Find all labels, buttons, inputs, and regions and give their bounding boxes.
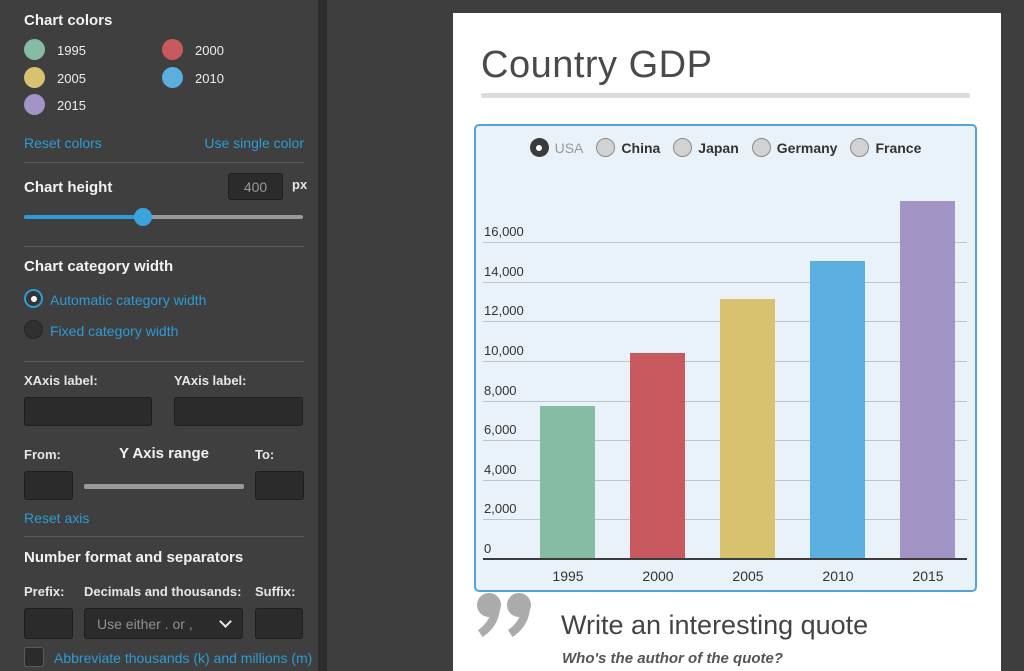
country-option-France[interactable]: France <box>850 138 921 157</box>
swatch-label: 2015 <box>57 98 86 113</box>
country-option-China[interactable]: China <box>596 138 660 157</box>
color-swatch-1995[interactable] <box>24 39 45 60</box>
chart-height-input[interactable] <box>228 173 283 200</box>
yrange-title: Y Axis range <box>118 445 210 462</box>
swatch-label: 2000 <box>195 43 224 58</box>
divider <box>24 246 304 247</box>
bar-chart-plot: 0 2,000 4,000 6,000 8,000 10,000 12,000 14,000 1… <box>483 126 967 560</box>
bar-2010 <box>810 261 865 558</box>
swatch-label: 2005 <box>57 70 86 86</box>
title-divider <box>481 93 970 98</box>
chart-height-title: Chart height <box>24 179 113 196</box>
swatch-label: 2010 <box>195 70 224 86</box>
y-tick-label: 0 <box>484 541 492 556</box>
suffix-input[interactable] <box>255 608 303 639</box>
country-selector: USA China Japan Germany France <box>476 138 975 157</box>
y-tick-label: 6,000 <box>484 422 517 438</box>
settings-sidebar: Chart colors 1995 2000 2005 2010 2015 Reset … <box>0 0 318 671</box>
radio-icon[interactable] <box>673 138 693 157</box>
country-option-Japan[interactable]: Japan <box>673 138 739 157</box>
divider <box>24 361 304 362</box>
automatic-category-width-label[interactable]: Automatic category width <box>50 292 207 308</box>
radio-icon[interactable] <box>751 138 771 157</box>
radio-icon[interactable] <box>596 138 616 157</box>
chart-height-slider-handle[interactable] <box>134 208 152 226</box>
x-category-label: 2000 <box>642 568 674 584</box>
chart-panel: USA China Japan Germany France 0 2,000 4,000 6,… <box>474 124 977 592</box>
yrange-slider-track[interactable] <box>84 484 244 489</box>
yrange-to-caption: To: <box>255 447 275 462</box>
abbreviate-label[interactable]: Abbreviate thousands (k) and millions (m… <box>54 650 313 666</box>
x-axis-line <box>483 558 967 560</box>
use-single-color-link[interactable]: Use single color <box>204 135 304 151</box>
quote-subtitle[interactable]: Who's the author of the quote? <box>562 650 784 667</box>
country-option-Germany[interactable]: Germany <box>751 138 838 157</box>
color-swatch-2000[interactable] <box>162 39 183 60</box>
automatic-category-width-radio[interactable] <box>24 289 43 308</box>
y-tick-label: 10,000 <box>484 343 524 358</box>
color-swatch-2015[interactable] <box>24 94 45 115</box>
category-width-title: Chart category width <box>24 258 174 275</box>
bar-1995 <box>540 406 595 558</box>
chart-colors-title: Chart colors <box>24 12 113 29</box>
divider <box>24 162 304 163</box>
abbreviate-checkbox[interactable] <box>24 647 44 667</box>
reset-colors-link[interactable]: Reset colors <box>24 135 102 151</box>
color-swatch-2010[interactable] <box>162 66 183 88</box>
country-option-USA[interactable]: USA <box>529 138 584 157</box>
yaxis-label-caption: YAxis label: <box>174 373 247 388</box>
gridline <box>483 242 967 244</box>
chart-preview-card: Country GDP USA China Japan Germany France 0… <box>453 13 1001 671</box>
country-label: USA <box>554 139 584 156</box>
suffix-caption: Suffix: <box>255 584 296 599</box>
yrange-from-caption: From: <box>24 447 61 462</box>
bar-2005 <box>720 299 775 558</box>
yaxis-label-input[interactable] <box>174 397 303 426</box>
chart-height-unit: px <box>292 177 308 192</box>
sidebar-scrollbar[interactable] <box>318 0 327 671</box>
swatch-label: 1995 <box>57 43 86 58</box>
number-format-title: Number format and separators <box>24 549 244 566</box>
country-label: Germany <box>776 139 838 156</box>
quote-icon <box>477 593 531 637</box>
radio-icon[interactable] <box>850 138 870 157</box>
country-label: China <box>621 139 661 156</box>
y-tick-label: 14,000 <box>484 263 524 279</box>
reset-axis-link[interactable]: Reset axis <box>24 510 90 526</box>
chart-height-slider-fill <box>24 215 143 219</box>
chart-title[interactable]: Country GDP <box>481 44 713 86</box>
y-tick-label: 2,000 <box>484 501 517 517</box>
decimals-select[interactable]: Use either . or , <box>84 608 243 639</box>
x-category-label: 2005 <box>732 568 764 584</box>
yrange-from-input[interactable] <box>24 471 73 500</box>
xaxis-label-input[interactable] <box>24 397 152 426</box>
decimals-select-value: Use either . or , <box>97 615 193 632</box>
y-tick-label: 4,000 <box>484 461 517 477</box>
divider <box>24 536 304 537</box>
bar-2000 <box>630 353 685 558</box>
prefix-input[interactable] <box>24 608 73 639</box>
chart-height-slider-track[interactable] <box>24 215 303 219</box>
x-category-label: 2010 <box>822 568 854 584</box>
country-label: France <box>875 139 922 156</box>
chevron-down-icon <box>219 615 232 628</box>
bar-2015 <box>900 201 955 558</box>
quote-title[interactable]: Write an interesting quote <box>561 610 869 640</box>
prefix-caption: Prefix: <box>24 584 65 599</box>
y-tick-label: 12,000 <box>484 303 524 319</box>
gridline <box>483 281 967 283</box>
xaxis-label-caption: XAxis label: <box>24 373 98 388</box>
x-category-label: 1995 <box>552 568 584 584</box>
x-category-label: 2015 <box>912 568 944 584</box>
fixed-category-width-radio[interactable] <box>24 320 43 339</box>
country-label: Japan <box>698 139 739 156</box>
y-tick-label: 16,000 <box>484 224 524 240</box>
yrange-to-input[interactable] <box>255 471 304 500</box>
y-tick-label: 8,000 <box>484 382 517 398</box>
decimals-caption: Decimals and thousands: <box>84 584 242 599</box>
fixed-category-width-label[interactable]: Fixed category width <box>50 323 179 339</box>
radio-selected-icon[interactable] <box>529 138 549 157</box>
color-swatch-2005[interactable] <box>24 66 45 88</box>
